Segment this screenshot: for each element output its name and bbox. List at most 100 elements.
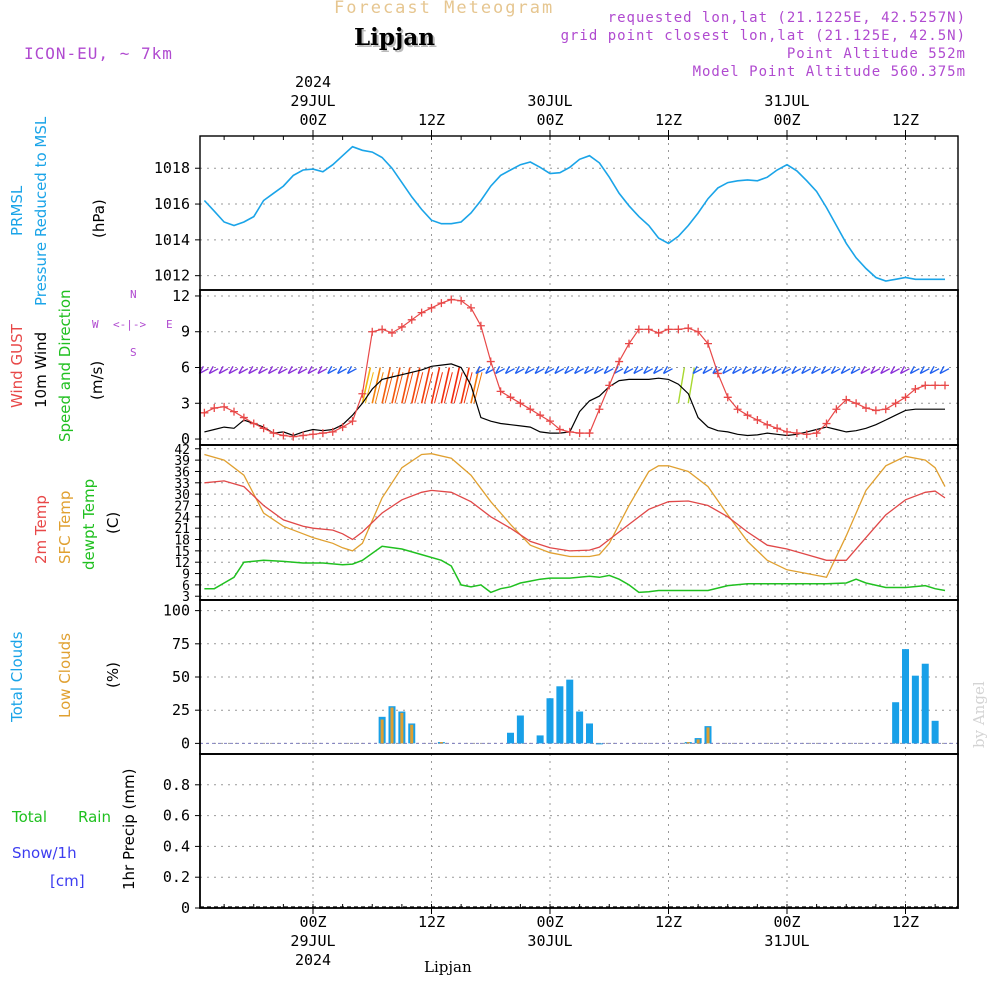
y-tick-label: 0 xyxy=(181,430,190,448)
time-axis-label: 00Z xyxy=(299,913,327,931)
y-tick-label: 0 xyxy=(181,734,190,752)
wind-arrow xyxy=(761,365,767,374)
wind-arrow xyxy=(781,368,792,375)
precip-total-label: Total xyxy=(12,808,48,826)
time-axis-label: 29JUL xyxy=(290,932,336,950)
y-tick-label: 39 xyxy=(174,454,190,469)
gust-marker xyxy=(852,399,861,408)
gust-marker xyxy=(684,324,693,333)
wind-arrow xyxy=(910,368,920,375)
gust-marker xyxy=(220,402,229,411)
wind-barb xyxy=(404,372,414,404)
wind-arrow xyxy=(821,368,831,375)
compass-e: E xyxy=(166,318,173,331)
wind-arrow xyxy=(475,365,481,374)
wind-arrow xyxy=(919,368,930,375)
wind-barb xyxy=(460,367,470,404)
wind-arrow xyxy=(801,368,812,375)
wind-arrow xyxy=(722,365,728,374)
time-axis-label: 00Z xyxy=(773,913,801,931)
wind-barb xyxy=(381,367,391,404)
total-cloud-bar xyxy=(566,679,574,744)
wind-arrow xyxy=(267,365,274,374)
wind-arrow xyxy=(218,365,224,374)
point-altitude: Point Altitude 552m xyxy=(786,46,966,62)
wind-barb xyxy=(430,367,441,404)
wind-arrow xyxy=(327,365,333,374)
gust-marker xyxy=(585,429,594,438)
wind-barb xyxy=(440,367,451,404)
wind-arrow xyxy=(564,368,575,375)
wind-arrow xyxy=(900,368,910,375)
wind-arrow xyxy=(850,368,861,375)
y-tick-label: 1018 xyxy=(154,159,190,177)
wind-arrow xyxy=(524,365,530,374)
wind-barb xyxy=(443,372,453,404)
wind-arrow xyxy=(761,368,772,375)
compass-w: W xyxy=(92,318,99,331)
y-tick-label: 36 xyxy=(174,465,190,480)
wind-arrow xyxy=(515,368,525,375)
time-axis-label: 12Z xyxy=(654,913,683,931)
gust-marker xyxy=(407,315,416,324)
wind-arrow xyxy=(890,368,900,375)
meteogram-title: Forecast Meteogram xyxy=(334,0,555,18)
gust-marker xyxy=(309,430,317,439)
wind-arrow xyxy=(307,368,318,375)
wind-arrow xyxy=(287,368,298,375)
wind-arrow xyxy=(218,368,229,375)
y-tick-label: 0 xyxy=(181,899,190,917)
wind-arrow xyxy=(524,368,535,375)
wind-arrow xyxy=(722,368,733,375)
total-cloud-bar xyxy=(902,649,909,744)
time-axis-label: 12Z xyxy=(891,111,920,129)
low-cloud-bar xyxy=(706,727,710,744)
wind-arrow xyxy=(584,368,594,375)
gust-marker xyxy=(634,325,643,334)
wind-arrow xyxy=(603,368,614,375)
wind-arrow xyxy=(495,365,501,374)
time-axis-label: 00Z xyxy=(536,111,564,129)
total-cloud-bar xyxy=(586,723,593,744)
gust-marker xyxy=(674,325,683,334)
time-axis-label: 2024 xyxy=(294,951,332,969)
y-tick-label: 12 xyxy=(172,287,190,305)
total-cloud-bar xyxy=(536,735,544,744)
gust-marker xyxy=(743,411,752,420)
time-axis-label: 2024 xyxy=(294,73,332,91)
gust-marker xyxy=(921,381,930,390)
wind-arrow xyxy=(208,368,219,375)
grid-point-coords: grid point closest lon,lat (21.125E, 42.… xyxy=(560,28,966,44)
y-tick-label: 1012 xyxy=(154,267,190,285)
gust-marker xyxy=(368,327,377,336)
y-tick-label: 100 xyxy=(163,602,190,620)
wind-arrow xyxy=(742,368,752,375)
wind-arrow xyxy=(752,368,762,375)
gust-marker xyxy=(763,420,772,429)
total-cloud-bar xyxy=(595,743,603,745)
wind-arrow xyxy=(346,365,353,374)
wind-arrow xyxy=(297,368,308,375)
wind-arrow xyxy=(228,365,234,374)
y-tick-label: 27 xyxy=(174,499,190,514)
gust-marker xyxy=(753,415,762,424)
gust-marker xyxy=(437,299,446,308)
model-label: ICON-EU, ~ 7km xyxy=(24,44,173,63)
wind-arrow xyxy=(544,365,550,374)
wind-barb xyxy=(361,367,372,404)
wind-arrow xyxy=(307,365,313,374)
wind-arrow xyxy=(791,365,797,374)
y-tick-label: 9 xyxy=(181,323,190,341)
wind-arrow xyxy=(831,368,841,375)
time-axis-label: 30JUL xyxy=(527,932,573,950)
wind-arrow xyxy=(781,365,787,374)
gust-marker xyxy=(299,431,308,440)
gust-marker xyxy=(318,429,327,438)
y-tick-label: 3 xyxy=(181,394,190,412)
gust-marker xyxy=(467,303,475,312)
gust-marker xyxy=(723,393,732,402)
wind-arrow xyxy=(929,368,940,375)
gust-marker xyxy=(279,431,288,440)
gust-marker xyxy=(496,387,505,396)
